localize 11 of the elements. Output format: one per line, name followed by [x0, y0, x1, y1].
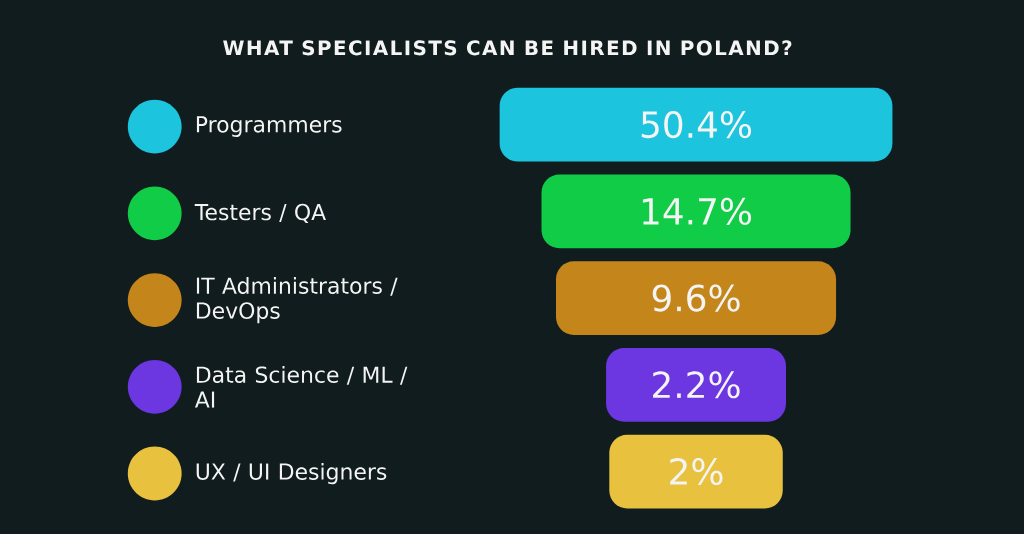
data-label: 2%: [670, 457, 723, 485]
category-label: Data Science / ML / AI: [194, 365, 408, 408]
category-label: Programmers: [196, 116, 342, 137]
category-label: UX / UI Designers: [196, 462, 387, 484]
data-label: 2.2%: [653, 371, 740, 399]
data-label: 14.7%: [642, 197, 752, 225]
text: WHAT SPECIALISTS CAN BE HIRED IN POLAND?: [223, 40, 792, 56]
category-label: IT Administrators / DevOps: [196, 276, 398, 323]
data-label: 9.6%: [652, 284, 740, 312]
data-label: 50.4%: [641, 110, 752, 138]
category-label: Testers / QA: [194, 203, 326, 223]
